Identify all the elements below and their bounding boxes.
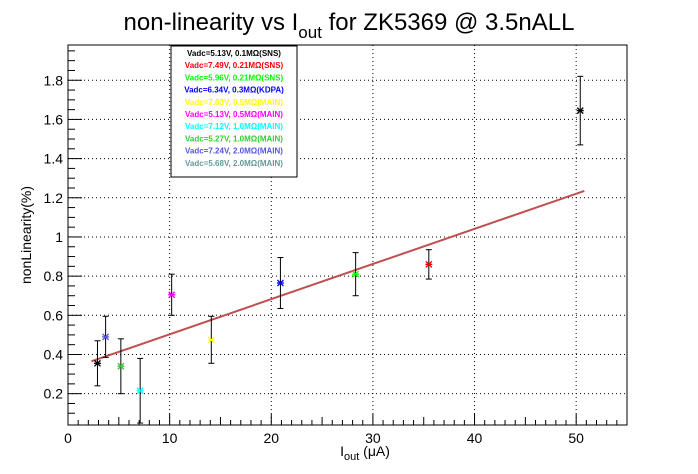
grid-layer (68, 45, 627, 425)
x-axis-title-subscript: out (344, 451, 359, 463)
y-tick-label: 1.6 (44, 111, 64, 127)
data-point (576, 75, 584, 146)
x-tick-label: 40 (467, 430, 483, 446)
data-point (352, 252, 360, 297)
y-tick-label: 0.6 (44, 307, 64, 323)
legend-box (170, 45, 298, 178)
data-point (425, 249, 433, 280)
x-axis-title-main: I (340, 443, 344, 459)
chart-title-prefix: non-linearity vs I (124, 9, 299, 36)
y-tick-label: 1 (55, 229, 63, 245)
data-point (93, 340, 101, 387)
data-point (102, 315, 110, 358)
y-tick-label: 0.2 (44, 386, 64, 402)
x-tick-label: 50 (568, 430, 584, 446)
x-axis-title: Iout (μA) (340, 443, 390, 463)
legend: Vadc=5.13V, 0.1MΩ(SNS) Vadc=7.49V, 0.21MΩ… (170, 45, 298, 178)
y-tick-label: 0.4 (44, 346, 64, 362)
x-axis-title-suffix: (μA) (359, 443, 390, 459)
x-tick-label: 0 (64, 430, 72, 446)
plot-frame (67, 44, 628, 426)
legend-entry: Vadc=7.49V, 0.21MΩ(SNS) (185, 61, 284, 70)
legend-items: Vadc=5.13V, 0.1MΩ(SNS) Vadc=7.49V, 0.21MΩ… (184, 49, 284, 168)
data-point (207, 315, 215, 364)
data-point (276, 257, 284, 309)
y-tick-label: 1.8 (44, 72, 64, 88)
y-tick-label: 0.8 (44, 268, 64, 284)
fit-layer (91, 189, 585, 363)
chart-title-suffix: for ZK5369 @ 3.5nALL (322, 9, 575, 36)
x-tick-label: 20 (263, 430, 279, 446)
chart-title: non-linearity vs Iout for ZK5369 @ 3.5nA… (124, 9, 575, 42)
legend-entry: Vadc=6.34V, 0.3MΩ(KDPA) (184, 86, 284, 95)
legend-entry: Vadc=5.68V, 2.0MΩ(MAIN) (185, 159, 283, 168)
legend-entry: Vadc=5.13V, 0.1MΩ(SNS) (187, 49, 281, 58)
ticks-layer: 0 10 20 30 40 50 0.2 0.4 0.6 0.8 1 1.2 1.4 1.6 1.8 (44, 50, 628, 446)
legend-entry: Vadc=7.63V, 0.5MΩ(MAIN) (185, 98, 283, 107)
chart-title-subscript: out (298, 23, 322, 42)
y-tick-label: 1.4 (44, 151, 64, 167)
legend-entry: Vadc=7.24V, 2.0MΩ(MAIN) (185, 147, 283, 156)
points-layer (93, 75, 584, 424)
y-axis-title: nonLinearity(%) (18, 186, 34, 284)
x-tick-label: 30 (365, 430, 381, 446)
y-tick-label: 1.2 (44, 190, 64, 206)
legend-entry: Vadc=5.96V, 0.21MΩ(SNS) (185, 73, 284, 82)
legend-entry: Vadc=7.12V, 1.0MΩ(MAIN) (185, 122, 283, 131)
data-point (136, 357, 144, 424)
legend-entry: Vadc=5.27V, 1.0MΩ(MAIN) (185, 134, 283, 143)
data-point (117, 338, 125, 395)
data-point (168, 273, 176, 316)
x-tick-label: 10 (162, 430, 178, 446)
fit-line (91, 189, 585, 363)
legend-entry: Vadc=5.13V, 0.5MΩ(MAIN) (185, 110, 283, 119)
